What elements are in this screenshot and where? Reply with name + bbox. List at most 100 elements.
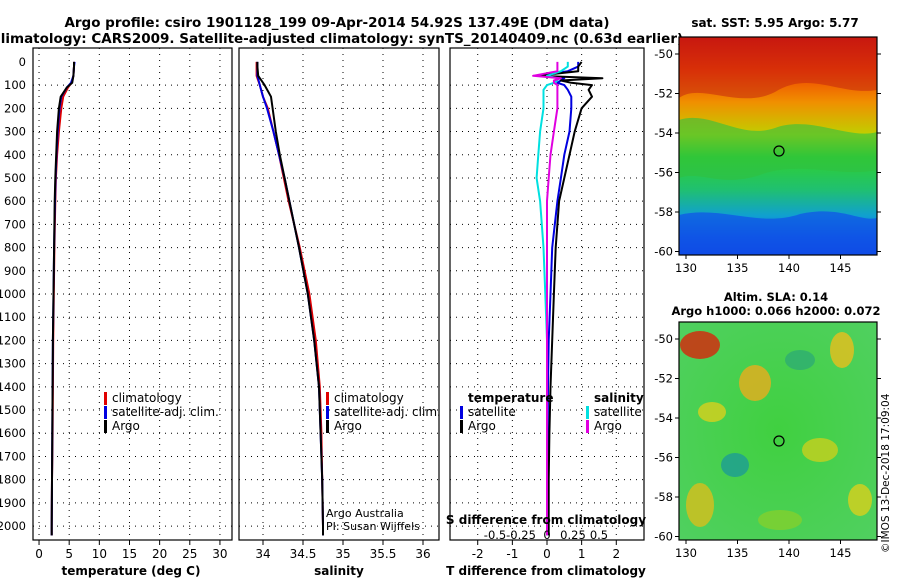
sla-low-blob: [785, 350, 815, 370]
sst-frame: [678, 36, 878, 256]
map-x-tick-label: 135: [727, 546, 749, 560]
x-tick-label: -1: [506, 547, 518, 561]
s-difference-ticks: -0.5 -0.25 0 0.25 0.5: [484, 528, 608, 542]
map-y-tick-label: -58: [654, 205, 673, 219]
legend-marker-s-satellite: [586, 406, 589, 419]
depth-tick-label: 1400: [0, 380, 26, 394]
sla-anomaly-blobs: [680, 331, 872, 530]
s-tick-label: 0.25: [560, 528, 586, 542]
legend-label-s-satellite: satellite: [594, 405, 642, 419]
temperature-panel: 0 5 10 15 20 25 30 temperature (deg C) climato…: [32, 47, 233, 578]
s-tick-label: -0.25: [506, 528, 536, 542]
depth-tick-label: 1100: [0, 310, 26, 324]
sla-high-blob: [848, 484, 872, 516]
depth-tick-label: 100: [4, 78, 26, 92]
x-tick-label: 2: [612, 547, 620, 561]
difference-xlabel: T difference from climatology: [446, 564, 646, 578]
sst-map: sat. SST: 5.95 Argo: 5.77 -50-52-54-56-5…: [654, 16, 881, 275]
map-x-tick-label: 135: [727, 261, 749, 275]
depth-tick-label: 400: [4, 148, 26, 162]
map-y-tick-label: -54: [654, 411, 673, 425]
legend-label-satellite-adj: satellite-adj. clim.: [334, 405, 441, 419]
difference-lines: [532, 61, 604, 536]
header-line-1: Argo profile: csiro 1901128_199 09-Apr-2…: [64, 15, 609, 31]
sla-frame: [678, 321, 878, 541]
legend-label-argo: Argo: [334, 419, 362, 433]
depth-tick-label: 1900: [0, 496, 26, 510]
map-y-tick-label: -56: [654, 451, 673, 465]
sla-high-blob: [680, 331, 720, 359]
x-tick-label: -2: [472, 547, 484, 561]
map-y-tick-label: -52: [654, 372, 673, 386]
sst-argo-location-marker: [773, 145, 785, 157]
legend-marker-climatology: [326, 392, 329, 405]
salinity-xlabel: salinity: [314, 564, 364, 578]
legend-label-t-satellite: satellite: [468, 405, 516, 419]
depth-tick-label: 1500: [0, 403, 26, 417]
sst-cold-patch: [679, 211, 877, 255]
depth-tick-label: 700: [4, 217, 26, 231]
depth-axis-labels: 0 100 200 300 400 500 600 700 800 900 1000 1100 1200…: [0, 55, 26, 533]
difference-legend: temperature satellite Argo salinity sate…: [460, 391, 644, 433]
x-tick-label: 5: [65, 547, 73, 561]
depth-tick-label: 800: [4, 241, 26, 255]
temperature-grid: [33, 48, 232, 540]
s-tick-label: 0.5: [590, 528, 608, 542]
header-line-2: Climatology: CARS2009. Satellite-adjuste…: [0, 31, 683, 47]
map-x-tick-label: 145: [830, 546, 852, 560]
temperature-legend: climatology satellite-adj. clim. Argo: [104, 391, 219, 433]
legend-title-temperature: temperature: [468, 391, 553, 405]
map-y-tick-label: -50: [654, 332, 673, 346]
x-tick-label: 15: [122, 547, 137, 561]
temperature-frame: [32, 47, 233, 541]
depth-tick-label: 1700: [0, 449, 26, 463]
s-tick-label: 0: [543, 528, 550, 542]
map-x-tick-label: 145: [830, 261, 852, 275]
salinity-lines: [255, 61, 324, 536]
x-tick-label: 0: [35, 547, 43, 561]
sla-high-blob: [686, 483, 714, 527]
sla-map: Altim. SLA: 0.14 Argo h1000: 0.066 h2000…: [654, 290, 881, 560]
salinity-x-ticks: 34 34.5 35 35.5 36: [255, 540, 431, 561]
sla-title-2: Argo h1000: 0.066 h2000: 0.072: [671, 304, 880, 318]
map-y-tick-label: -58: [654, 490, 673, 504]
sla-high-blob: [758, 510, 802, 530]
sla-high-blob: [830, 332, 854, 368]
map-y-tick-label: -52: [654, 87, 673, 101]
depth-tick-label: 1600: [0, 426, 26, 440]
map-y-tick-label: -56: [654, 166, 673, 180]
legend-label-argo: Argo: [112, 419, 140, 433]
salinity-grid: [239, 48, 439, 540]
imos-watermark: ©IMOS 13-Dec-2018 17:09:04: [880, 393, 892, 553]
depth-tick-label: 2000: [0, 519, 26, 533]
profile-line-argo: [256, 61, 324, 536]
legend-marker-satellite-adj: [326, 406, 329, 419]
legend-label-s-argo: Argo: [594, 419, 622, 433]
legend-marker-satellite-adj: [104, 406, 107, 419]
sst-front-patch: [679, 117, 877, 180]
depth-tick-label: 900: [4, 264, 26, 278]
depth-tick-label: 500: [4, 171, 26, 185]
sla-low-blob: [721, 453, 749, 477]
legend-label-t-argo: Argo: [468, 419, 496, 433]
sla-high-blob: [698, 402, 726, 422]
credit-line-2: PI: Susan Wijffels: [326, 520, 420, 533]
difference-x-ticks: -2 -1 0 1 2: [472, 540, 620, 561]
depth-tick-label: 300: [4, 125, 26, 139]
legend-label-climatology: climatology: [334, 391, 404, 405]
profile-line-argo: [50, 61, 75, 536]
legend-marker-t-argo: [460, 420, 463, 433]
map-y-tick-label: -54: [654, 126, 673, 140]
depth-tick-label: 1200: [0, 333, 26, 347]
x-tick-label: 34.5: [290, 547, 317, 561]
x-tick-label: 35: [335, 547, 350, 561]
salinity-frame: [238, 47, 440, 541]
map-x-tick-label: 130: [675, 546, 697, 560]
map-x-tick-label: 130: [675, 261, 697, 275]
legend-marker-argo: [326, 420, 329, 433]
x-tick-label: 30: [212, 547, 227, 561]
depth-tick-label: 1800: [0, 473, 26, 487]
sla-title-1: Altim. SLA: 0.14: [724, 290, 828, 304]
